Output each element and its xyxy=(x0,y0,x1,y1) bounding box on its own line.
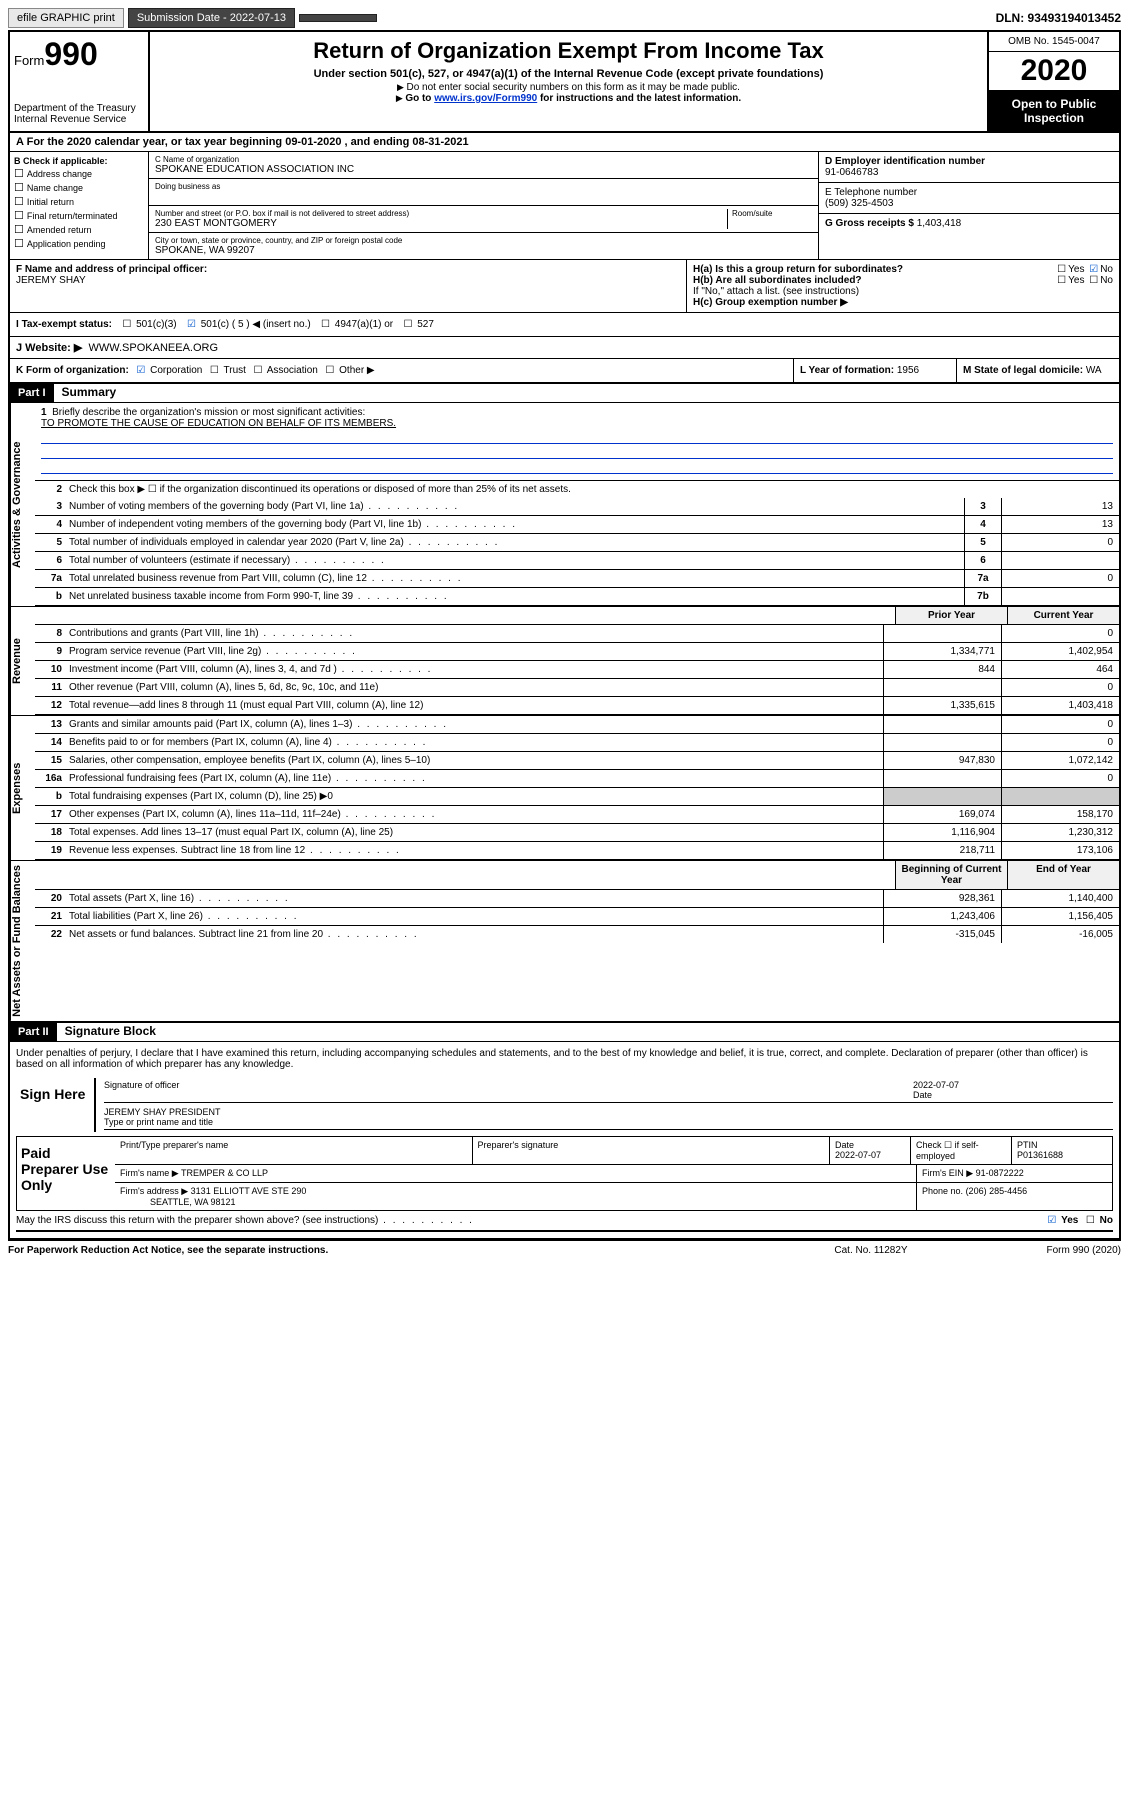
ha-yes[interactable] xyxy=(1055,264,1068,275)
te-501c3[interactable] xyxy=(120,319,133,330)
k-trust[interactable] xyxy=(208,365,221,376)
side-netassets: Net Assets or Fund Balances xyxy=(10,861,35,1021)
org-city: SPOKANE, WA 99207 xyxy=(155,245,255,256)
te-501c[interactable] xyxy=(185,319,198,330)
line6-val xyxy=(1001,552,1119,569)
officer-name: JEREMY SHAY xyxy=(16,275,86,286)
box-j: J Website: ▶ WWW.SPOKANEEA.ORG xyxy=(10,336,1119,358)
ptin-value: P01361688 xyxy=(1017,1150,1063,1160)
org-name: SPOKANE EDUCATION ASSOCIATION INC xyxy=(155,164,354,175)
line7b-val xyxy=(1001,588,1119,605)
side-revenue: Revenue xyxy=(10,607,35,715)
side-governance: Activities & Governance xyxy=(10,403,35,606)
form-subtitle: Under section 501(c), 527, or 4947(a)(1)… xyxy=(156,68,981,80)
chk-final-return[interactable]: Final return/terminated xyxy=(14,209,144,222)
box-b: B Check if applicable: Address change Na… xyxy=(10,152,149,259)
chk-app-pending[interactable]: Application pending xyxy=(14,237,144,250)
line5-val: 0 xyxy=(1001,534,1119,551)
te-4947[interactable] xyxy=(319,319,332,330)
discuss-yes[interactable] xyxy=(1045,1215,1058,1226)
instructions-link[interactable]: www.irs.gov/Form990 xyxy=(434,93,537,104)
side-expenses: Expenses xyxy=(10,716,35,860)
ein-value: 91-0646783 xyxy=(825,167,878,178)
k-corp[interactable] xyxy=(134,365,147,376)
instructions-note: Go to www.irs.gov/Form990 for instructio… xyxy=(156,93,981,104)
tax-year: 2020 xyxy=(989,52,1119,91)
form-container: Form990 Department of the Treasury Inter… xyxy=(8,30,1121,1240)
dln-text: DLN: 93493194013452 xyxy=(996,11,1121,25)
part2-header: Part II xyxy=(10,1023,57,1041)
form-id-block: Form990 Department of the Treasury Inter… xyxy=(10,32,150,131)
submission-date-button[interactable]: Submission Date - 2022-07-13 xyxy=(128,8,295,28)
part2-title: Signature Block xyxy=(65,1024,156,1038)
firm-name: TREMPER & CO LLP xyxy=(181,1168,268,1178)
ssn-note: Do not enter social security numbers on … xyxy=(156,82,981,93)
line-a-period: A For the 2020 calendar year, or tax yea… xyxy=(10,133,1119,152)
firm-phone: (206) 285-4456 xyxy=(966,1186,1028,1196)
preparer-label: Paid Preparer Use Only xyxy=(17,1137,115,1210)
perjury-declaration: Under penalties of perjury, I declare th… xyxy=(16,1048,1113,1070)
form-footer: Form 990 (2020) xyxy=(971,1245,1121,1256)
box-l: L Year of formation: 1956 xyxy=(793,359,956,382)
part1-header: Part I xyxy=(10,384,54,402)
box-m: M State of legal domicile: WA xyxy=(956,359,1119,382)
discuss-question: May the IRS discuss this return with the… xyxy=(16,1215,474,1226)
cat-number: Cat. No. 11282Y xyxy=(771,1245,971,1256)
te-527[interactable] xyxy=(401,319,414,330)
chk-address-change[interactable]: Address change xyxy=(14,167,144,180)
gross-receipts: 1,403,418 xyxy=(917,218,962,229)
org-address: 230 EAST MONTGOMERY xyxy=(155,218,277,229)
discuss-no[interactable] xyxy=(1084,1215,1097,1226)
line3-val: 13 xyxy=(1001,498,1119,515)
k-assoc[interactable] xyxy=(251,365,264,376)
chk-name-change[interactable]: Name change xyxy=(14,181,144,194)
officer-sig-name: JEREMY SHAY PRESIDENT xyxy=(104,1107,221,1117)
part1-title: Summary xyxy=(62,385,117,399)
omb-number: OMB No. 1545-0047 xyxy=(989,32,1119,52)
website-value: WWW.SPOKANEEA.ORG xyxy=(88,342,218,354)
efile-print-button[interactable]: efile GRAPHIC print xyxy=(8,8,124,28)
box-f: F Name and address of principal officer:… xyxy=(10,260,686,312)
hb-no[interactable] xyxy=(1087,275,1100,286)
hb-yes[interactable] xyxy=(1055,275,1068,286)
box-h: H(a) Is this a group return for subordin… xyxy=(686,260,1119,312)
inspection-badge: Open to Public Inspection xyxy=(989,91,1119,131)
form-title: Return of Organization Exempt From Incom… xyxy=(156,38,981,64)
box-de: D Employer identification number91-06467… xyxy=(818,152,1119,259)
spacer-button xyxy=(299,14,377,22)
mission-text: TO PROMOTE THE CAUSE OF EDUCATION ON BEH… xyxy=(41,418,396,429)
chk-initial-return[interactable]: Initial return xyxy=(14,195,144,208)
line7a-val: 0 xyxy=(1001,570,1119,587)
ha-no[interactable] xyxy=(1087,264,1100,275)
line4-val: 13 xyxy=(1001,516,1119,533)
tax-exempt-row: I Tax-exempt status: 501(c)(3) 501(c) ( … xyxy=(10,312,1119,336)
phone-value: (509) 325-4503 xyxy=(825,198,893,209)
sign-here-label: Sign Here xyxy=(16,1078,94,1110)
paperwork-notice: For Paperwork Reduction Act Notice, see … xyxy=(8,1245,771,1256)
box-k: K Form of organization: Corporation Trus… xyxy=(10,359,793,382)
chk-amended[interactable]: Amended return xyxy=(14,223,144,236)
k-other[interactable] xyxy=(323,365,336,376)
firm-ein: 91-0872222 xyxy=(976,1168,1024,1178)
box-c: C Name of organizationSPOKANE EDUCATION … xyxy=(149,152,818,259)
